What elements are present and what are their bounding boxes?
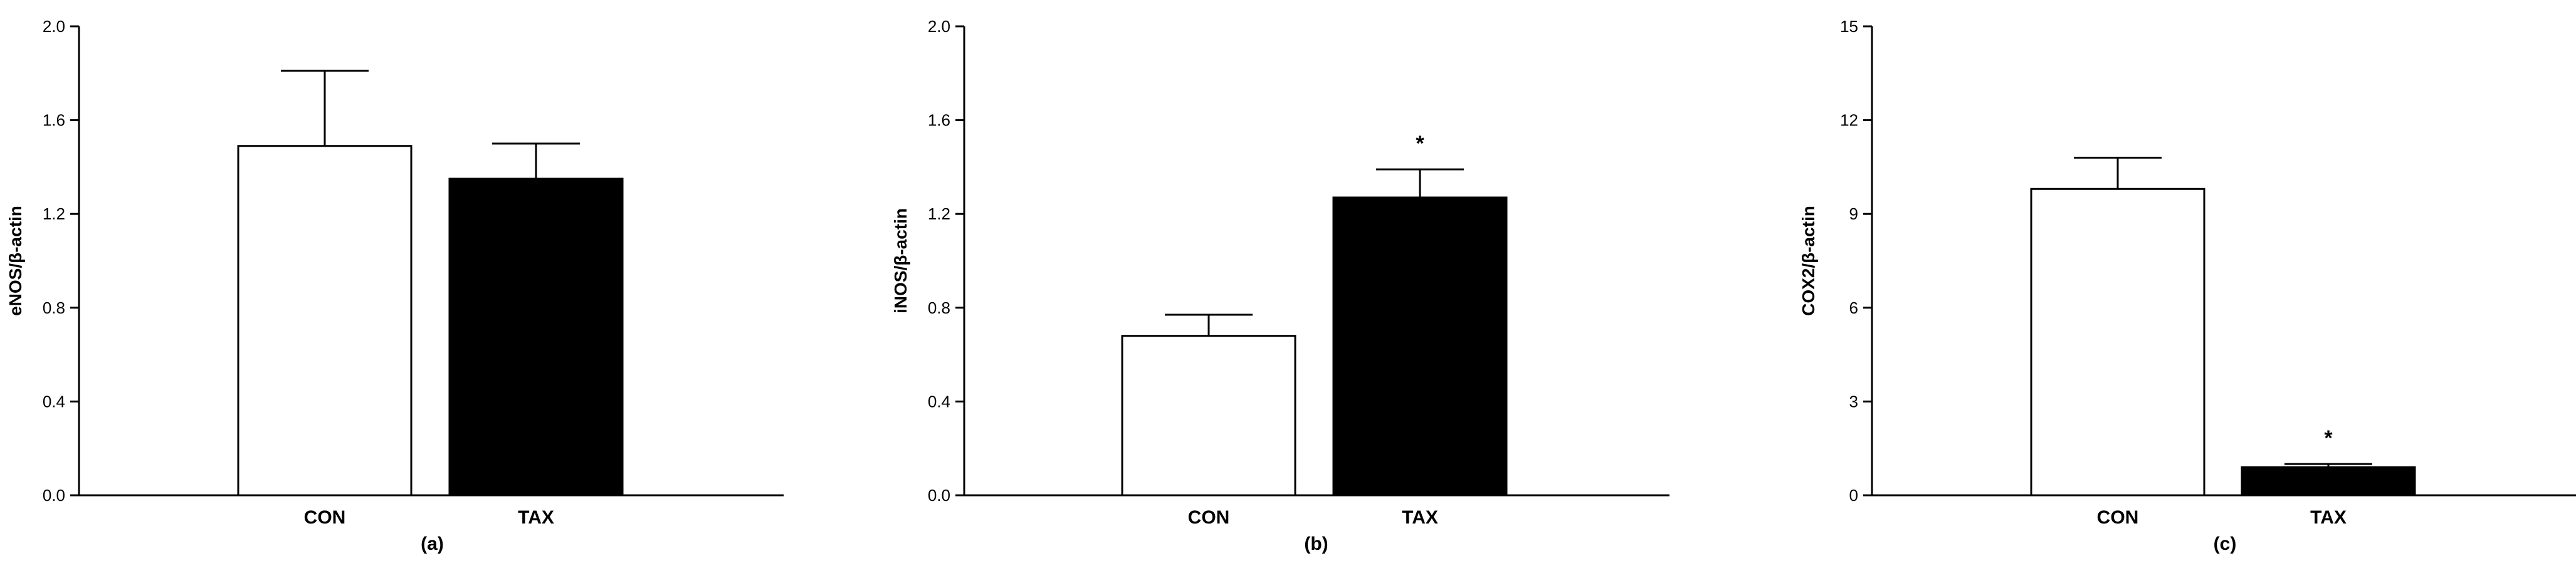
- bar-tax: [1332, 196, 1508, 497]
- y-tick-label: 1.2: [43, 204, 65, 223]
- category-label-con: CON: [1188, 507, 1230, 528]
- category-label-con: CON: [2097, 507, 2139, 528]
- category-label-tax: TAX: [2310, 507, 2347, 528]
- panel-label: (c): [2214, 534, 2237, 554]
- bar-con: [1121, 335, 1296, 497]
- y-tick-label: 9: [1849, 204, 1858, 223]
- significance-marker-tax: *: [1416, 132, 1424, 155]
- y-tick-label: 1.6: [43, 111, 65, 130]
- significance-marker-tax: *: [2324, 426, 2333, 450]
- y-tick-label: 0.8: [43, 298, 65, 317]
- chart-panel-1: CON TAX 0.0 0.4 0.8 1.2 1.6 2.0 eNOS/β-actin (a): [6, 17, 784, 554]
- y-tick-label: 0.8: [928, 298, 950, 317]
- category-label-tax: TAX: [518, 507, 554, 528]
- y-axis-title: COX2/β-actin: [1799, 206, 1818, 316]
- panel-label: (a): [421, 534, 444, 554]
- y-axis-title: eNOS/β-actin: [6, 206, 25, 316]
- y-tick-label: 2.0: [928, 17, 950, 36]
- chart-panel-2: CON * TAX 0.0 0.4 0.8 1.2 1.6 2.0 iNOS/β-actin (b): [891, 17, 1669, 554]
- y-tick-label: 0.0: [928, 486, 950, 505]
- y-tick-label: 2.0: [43, 17, 65, 36]
- category-label-tax: TAX: [1402, 507, 1438, 528]
- bar-tax: [2241, 466, 2416, 497]
- y-tick-label: 0.4: [928, 392, 950, 411]
- y-tick-label: 0: [1849, 486, 1858, 505]
- panel-label: (b): [1304, 534, 1328, 554]
- y-tick-label: 1.6: [928, 111, 950, 130]
- bar-tax: [448, 177, 624, 497]
- y-tick-label: 1.2: [928, 204, 950, 223]
- y-tick-label: 15: [1840, 17, 1858, 36]
- bar-con: [2030, 187, 2205, 497]
- y-axis-title: iNOS/β-actin: [891, 208, 910, 313]
- category-label-con: CON: [304, 507, 346, 528]
- y-tick-label: 0.0: [43, 486, 65, 505]
- y-tick-label: 12: [1840, 111, 1858, 130]
- bar-con: [237, 145, 413, 497]
- y-tick-label: 3: [1849, 392, 1858, 411]
- chart-panel-3: CON * TAX 0 3 6 9 12 15 COX2/β-actin (c): [1799, 17, 2576, 554]
- y-tick-label: 6: [1849, 298, 1858, 317]
- y-tick-label: 0.4: [43, 392, 65, 411]
